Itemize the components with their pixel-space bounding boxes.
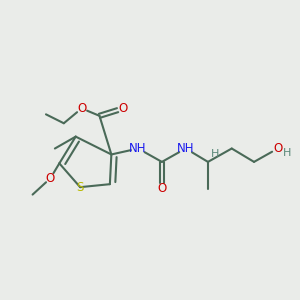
- Text: O: O: [157, 182, 167, 195]
- Text: O: O: [46, 172, 55, 185]
- Text: O: O: [118, 102, 128, 115]
- Text: O: O: [273, 142, 282, 155]
- Text: NH: NH: [177, 142, 194, 155]
- Text: O: O: [77, 102, 86, 115]
- Text: H: H: [211, 149, 220, 160]
- Text: NH: NH: [129, 142, 147, 155]
- Text: H: H: [283, 148, 291, 158]
- Text: S: S: [76, 181, 84, 194]
